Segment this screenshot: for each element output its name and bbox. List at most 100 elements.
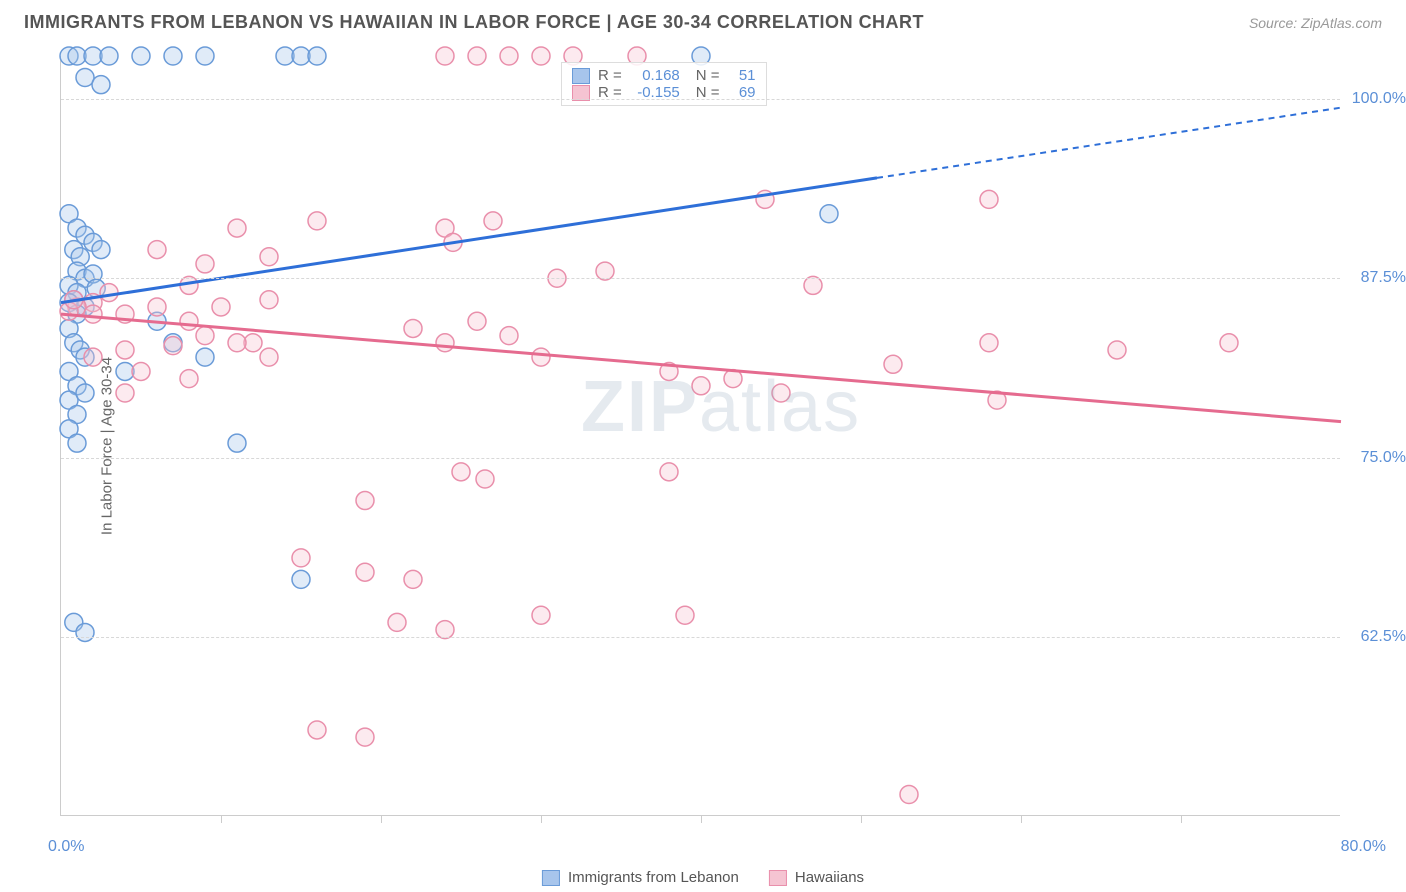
data-point: [100, 47, 118, 65]
y-tick-label: 75.0%: [1346, 449, 1406, 467]
data-point: [1108, 341, 1126, 359]
data-point: [260, 291, 278, 309]
gridline: [61, 278, 1340, 279]
data-point: [532, 606, 550, 624]
data-point: [484, 212, 502, 230]
data-point: [532, 348, 550, 366]
data-point: [228, 334, 246, 352]
data-point: [196, 255, 214, 273]
chart-plot-area: ZIPatlas R = 0.168 N = 51 R = -0.155 N =…: [60, 56, 1340, 816]
data-point: [116, 384, 134, 402]
data-point: [164, 47, 182, 65]
n-label: N =: [696, 67, 720, 84]
x-tick: [701, 815, 702, 823]
x-tick: [1181, 815, 1182, 823]
data-point: [132, 47, 150, 65]
bottom-legend: Immigrants from Lebanon Hawaiians: [542, 869, 864, 886]
data-point: [980, 334, 998, 352]
swatch-hawaiians-icon: [769, 870, 787, 886]
data-point: [84, 348, 102, 366]
data-point: [356, 492, 374, 510]
data-point: [308, 47, 326, 65]
data-point: [132, 362, 150, 380]
data-point: [100, 284, 118, 302]
r-label: R =: [598, 67, 622, 84]
data-point: [404, 319, 422, 337]
data-point: [388, 613, 406, 631]
y-tick-label: 62.5%: [1346, 628, 1406, 646]
data-point: [1220, 334, 1238, 352]
data-point: [500, 47, 518, 65]
legend-label-hawaiians: Hawaiians: [795, 869, 864, 886]
data-point: [292, 549, 310, 567]
data-point: [356, 728, 374, 746]
data-point: [692, 377, 710, 395]
x-axis-max-label: 80.0%: [1341, 838, 1386, 856]
trend-line: [61, 178, 877, 303]
data-point: [196, 47, 214, 65]
data-point: [92, 76, 110, 94]
data-point: [308, 721, 326, 739]
data-point: [308, 212, 326, 230]
swatch-lebanon-icon: [542, 870, 560, 886]
data-point: [228, 434, 246, 452]
data-point: [884, 355, 902, 373]
data-point: [212, 298, 230, 316]
data-point: [468, 47, 486, 65]
data-point: [260, 248, 278, 266]
legend-label-lebanon: Immigrants from Lebanon: [568, 869, 739, 886]
data-point: [164, 337, 182, 355]
legend-item-hawaiians: Hawaiians: [769, 869, 864, 886]
data-point: [532, 47, 550, 65]
data-point: [500, 327, 518, 345]
source-label: Source: ZipAtlas.com: [1249, 15, 1382, 31]
gridline: [61, 99, 1340, 100]
data-point: [356, 563, 374, 581]
data-point: [292, 570, 310, 588]
data-point: [452, 463, 470, 481]
x-tick: [541, 815, 542, 823]
legend-item-lebanon: Immigrants from Lebanon: [542, 869, 739, 886]
data-point: [260, 348, 278, 366]
r-value-lebanon: 0.168: [628, 67, 680, 84]
data-point: [148, 241, 166, 259]
gridline: [61, 637, 1340, 638]
data-point: [436, 47, 454, 65]
swatch-lebanon: [572, 68, 590, 84]
chart-title: IMMIGRANTS FROM LEBANON VS HAWAIIAN IN L…: [24, 12, 924, 33]
data-point: [228, 219, 246, 237]
y-tick-label: 100.0%: [1346, 90, 1406, 108]
data-point: [84, 305, 102, 323]
data-point: [92, 241, 110, 259]
data-point: [820, 205, 838, 223]
data-point: [476, 470, 494, 488]
x-axis-min-label: 0.0%: [48, 838, 84, 856]
x-tick: [1021, 815, 1022, 823]
data-point: [76, 623, 94, 641]
trend-line: [61, 314, 1341, 422]
data-point: [772, 384, 790, 402]
x-tick: [221, 815, 222, 823]
data-point: [404, 570, 422, 588]
scatter-svg: [61, 56, 1340, 815]
gridline: [61, 458, 1340, 459]
n-value-lebanon: 51: [726, 67, 756, 84]
stats-row-lebanon: R = 0.168 N = 51: [572, 67, 756, 84]
data-point: [180, 312, 198, 330]
data-point: [196, 348, 214, 366]
y-tick-label: 87.5%: [1346, 269, 1406, 287]
data-point: [196, 327, 214, 345]
data-point: [900, 785, 918, 803]
data-point: [148, 298, 166, 316]
data-point: [68, 434, 86, 452]
data-point: [468, 312, 486, 330]
data-point: [980, 190, 998, 208]
trend-line-extension: [877, 108, 1341, 178]
data-point: [660, 463, 678, 481]
x-tick: [861, 815, 862, 823]
data-point: [436, 334, 454, 352]
data-point: [76, 384, 94, 402]
data-point: [676, 606, 694, 624]
data-point: [116, 341, 134, 359]
data-point: [180, 370, 198, 388]
